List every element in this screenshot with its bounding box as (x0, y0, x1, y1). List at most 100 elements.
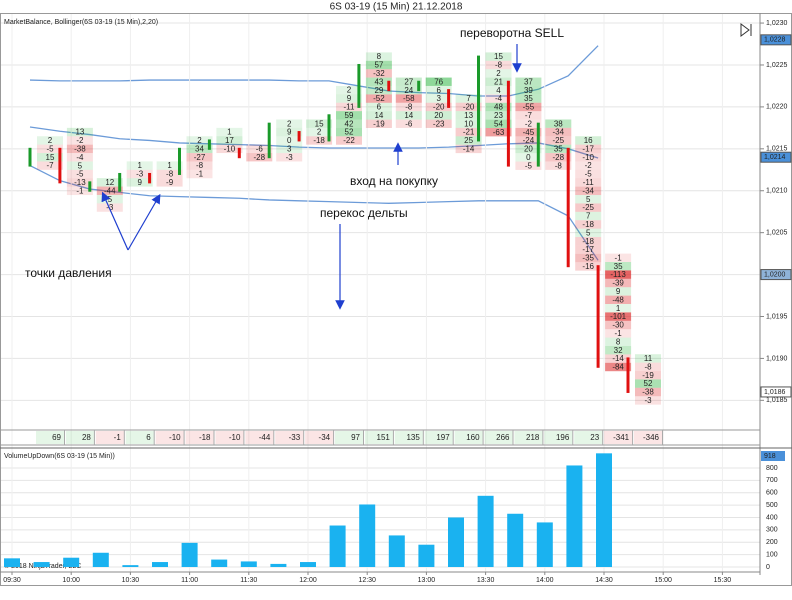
cell (575, 245, 602, 254)
bar (33, 562, 50, 567)
cell-label: 20 (434, 111, 443, 120)
cell (425, 94, 452, 103)
cell-label: 9 (347, 94, 352, 103)
cell (515, 94, 542, 103)
y-tick-label: 200 (766, 539, 778, 546)
cell-label: 76 (434, 77, 443, 86)
delta-cell (185, 431, 214, 444)
cell-label: -17 (582, 245, 594, 254)
cell-label: -113 (610, 270, 626, 279)
cell-label: 3 (436, 94, 441, 103)
cell-label: -25 (553, 136, 565, 145)
cell-label: 17 (225, 136, 234, 145)
candle (118, 172, 122, 192)
y-tick-label: 1,0230 (766, 20, 788, 27)
cell-label: -35 (582, 254, 594, 263)
delta-cell (604, 431, 633, 444)
cell (515, 144, 542, 154)
price-marker-label: 1,0214 (764, 154, 786, 161)
cell (365, 119, 392, 128)
cell-label: 43 (374, 77, 383, 86)
x-tick-label: 11:00 (181, 577, 198, 584)
x-tick-label: 09:30 (3, 577, 21, 584)
cell-label: -3 (286, 153, 294, 162)
delta-label: -34 (319, 433, 331, 442)
cell (96, 203, 123, 212)
cell-label: 1 (137, 161, 142, 170)
cell-label: 20 (524, 145, 533, 154)
cell-label: -6 (256, 144, 264, 153)
cell-label: 39 (524, 86, 533, 95)
candle (28, 147, 32, 167)
cell (575, 237, 602, 246)
cell (336, 85, 362, 95)
cell-label: -27 (194, 153, 206, 162)
bar (63, 557, 80, 567)
cell-label: 29 (374, 86, 383, 95)
cell-label: -55 (523, 103, 535, 112)
cell-label: 5 (586, 228, 591, 237)
cell-label: 6 (436, 86, 441, 95)
cell-label: -1 (615, 329, 623, 338)
cell-label: -2 (525, 119, 533, 128)
cell-label: 52 (644, 379, 653, 388)
delta-label: -10 (169, 433, 181, 442)
cell (395, 77, 422, 86)
candle (88, 181, 92, 192)
cell-label: -30 (612, 321, 624, 330)
cell-label: 11 (644, 354, 653, 363)
delta-label: -341 (613, 433, 630, 442)
cell (365, 60, 392, 70)
value-marker-label: 918 (764, 453, 776, 460)
cell (425, 77, 452, 86)
candle (58, 147, 62, 184)
bar (359, 504, 376, 567)
cell-label: 24 (404, 86, 413, 95)
cell-label: -21 (463, 128, 475, 137)
candle (267, 122, 271, 159)
cell (246, 153, 273, 162)
cell-label: -24 (523, 136, 535, 145)
cell-label: -16 (582, 262, 594, 271)
cell (425, 85, 452, 95)
cell (575, 136, 602, 145)
cell (515, 119, 542, 128)
bollinger-lower (29, 165, 599, 261)
plot-layer (0, 13, 760, 572)
cell-label: 14 (404, 111, 413, 120)
cell (306, 119, 333, 128)
bar (181, 542, 198, 567)
cell (635, 387, 661, 397)
cell (395, 94, 422, 103)
cell (365, 85, 392, 95)
cell (515, 102, 542, 112)
cell-label: 35 (614, 262, 623, 271)
cell (455, 136, 482, 145)
cell-label: 52 (345, 128, 354, 137)
candle (566, 147, 570, 268)
cell (126, 169, 153, 179)
cell-label: -28 (254, 153, 266, 162)
delta-label: -1 (114, 433, 122, 442)
scroll-icon[interactable] (740, 23, 752, 37)
cell-label: 15 (494, 52, 503, 61)
cell-label: -28 (553, 153, 565, 162)
cell (395, 119, 422, 128)
cell (66, 178, 93, 187)
cell-label: -13 (74, 178, 86, 187)
cell-label: -63 (493, 128, 505, 137)
cell-label: 16 (584, 136, 593, 145)
cell (485, 127, 512, 137)
cell (575, 169, 602, 179)
bar (4, 558, 20, 567)
cell (485, 102, 512, 112)
cell (66, 153, 93, 162)
cell (605, 329, 632, 338)
candle (626, 357, 630, 393)
cell (66, 186, 93, 196)
cell (276, 136, 303, 145)
candle (207, 139, 211, 150)
annotation: переворотна SELL (460, 26, 564, 40)
candle (178, 147, 181, 175)
